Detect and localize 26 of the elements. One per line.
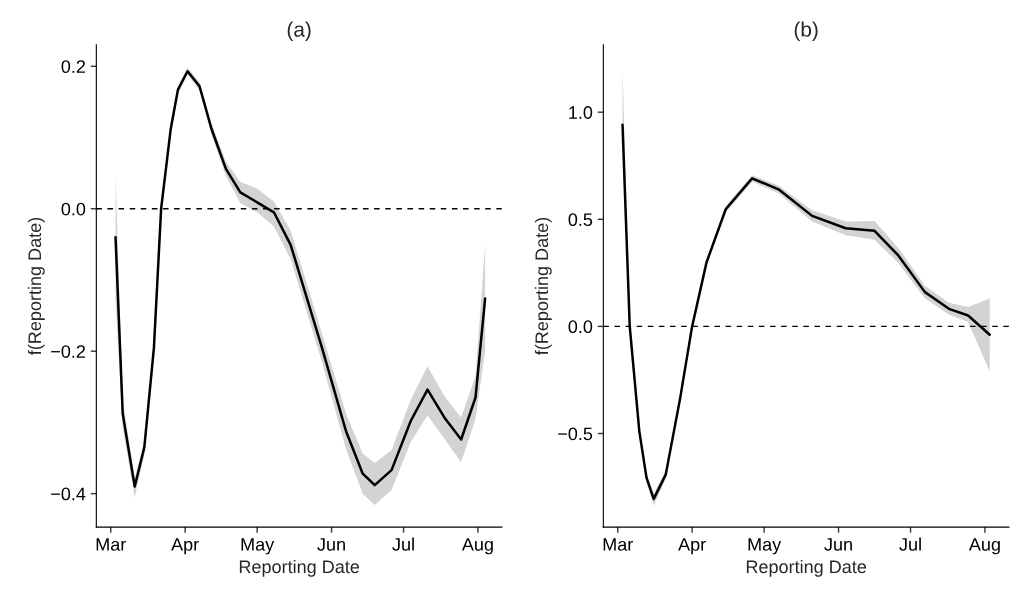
- y-tick-label: −0.4: [51, 487, 86, 501]
- y-tick-label: 0.0: [61, 202, 86, 216]
- y-tick-label: 0.0: [568, 320, 593, 334]
- x-tick-label: Aug: [461, 538, 493, 555]
- y-tick-label: −0.5: [558, 427, 593, 441]
- x-tick-label: Mar: [603, 538, 633, 551]
- chart-title: (a): [287, 21, 311, 41]
- x-axis-title: Reporting Date: [239, 559, 360, 577]
- x-tick-label: Apr: [678, 538, 706, 555]
- x-tick-label: Apr: [171, 538, 199, 555]
- x-tick-label: Aug: [968, 538, 1000, 555]
- x-tick-label: May: [241, 538, 275, 555]
- y-axis-title: f(Reporting Date): [534, 217, 552, 355]
- y-axis-title: f(Reporting Date): [27, 217, 45, 355]
- x-tick-label: Jun: [317, 538, 345, 551]
- y-tick-label: −0.2: [51, 345, 86, 358]
- y-tick-label: 0.5: [568, 213, 593, 227]
- x-axis-title: Reporting Date: [746, 559, 867, 577]
- y-tick-label: 1.0: [569, 106, 593, 119]
- x-tick-label: Mar: [96, 538, 126, 551]
- x-tick-label: Jul: [392, 537, 414, 551]
- x-tick-label: May: [748, 538, 782, 555]
- chart-title: (b): [794, 21, 818, 41]
- x-tick-label: Jul: [899, 537, 921, 551]
- y-tick-label: 0.2: [61, 60, 86, 74]
- x-tick-label: Jun: [824, 538, 852, 551]
